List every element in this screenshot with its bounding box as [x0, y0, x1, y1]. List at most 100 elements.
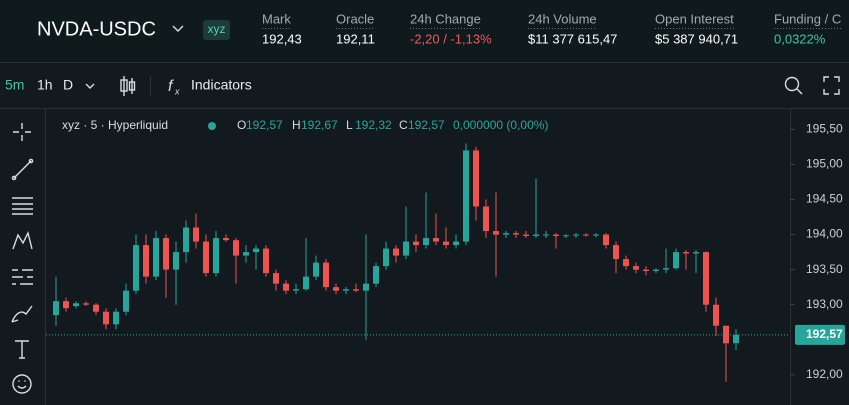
candle-body — [553, 234, 559, 236]
candle-body — [243, 252, 249, 256]
badge: xyz — [208, 22, 226, 36]
intervals: 5m 1h D — [5, 77, 73, 93]
candle-body — [523, 234, 529, 236]
candle-body — [343, 289, 349, 291]
stat-label: 24h Change — [410, 11, 481, 26]
candle-body — [693, 252, 699, 254]
candle-body — [683, 252, 689, 254]
stat-value: 192,11 — [336, 31, 375, 46]
candle-body — [183, 227, 189, 253]
candle-body — [193, 227, 199, 242]
stat-label: Oracle — [336, 11, 374, 26]
candle-body — [723, 325, 729, 344]
candle-body — [393, 248, 399, 256]
candle-type-icon[interactable] — [120, 76, 136, 96]
legend-o-label: O — [237, 118, 246, 132]
plot: 195,50 195,00 194,50 194,00 193,50 193,00 192,… — [46, 122, 845, 382]
candle-body — [713, 304, 719, 326]
candle-body — [473, 150, 479, 207]
y-tick-label: 193,00 — [806, 297, 843, 311]
brush-tool[interactable] — [11, 305, 33, 323]
candle-body — [593, 234, 599, 236]
candle-body — [253, 248, 259, 253]
candle-body — [573, 234, 579, 236]
badge-bg — [203, 20, 230, 40]
candle-body — [653, 269, 659, 272]
candle-body — [233, 240, 239, 256]
interval-button[interactable]: 1h — [37, 77, 53, 93]
trendline-tool[interactable] — [11, 158, 34, 181]
candle-body — [503, 233, 509, 235]
candle-body — [373, 266, 379, 284]
stat-value: 0,0322% — [774, 31, 826, 46]
candle-body — [63, 301, 69, 309]
indicators-button[interactable]: Indicators — [191, 77, 252, 93]
candle-body — [283, 283, 289, 291]
candle-body — [103, 311, 109, 325]
candle-body — [223, 238, 229, 241]
legend-status-dot — [208, 122, 216, 130]
stat-label: Open Interest — [655, 11, 734, 26]
stat-value: 192,43 — [262, 31, 302, 46]
interval-dropdown[interactable] — [85, 83, 95, 89]
candle-body — [363, 283, 369, 291]
candle-body — [203, 241, 209, 274]
candle-body — [703, 252, 709, 305]
zoom-icon[interactable] — [784, 76, 803, 95]
candle-body — [53, 301, 59, 316]
candle-body — [153, 238, 159, 277]
candle-body — [623, 259, 629, 267]
candle-body — [303, 276, 309, 290]
projection-tool[interactable] — [12, 269, 33, 285]
header-bg — [0, 0, 849, 62]
candle-body — [173, 252, 179, 270]
crosshair-tool[interactable] — [13, 123, 31, 141]
interval-button[interactable]: D — [63, 77, 73, 93]
legend-c-label: C — [399, 118, 408, 132]
legend-h-value: 192,67 — [301, 118, 338, 132]
legend-l-label: L — [346, 118, 353, 132]
pattern-tool[interactable] — [12, 230, 33, 250]
candle-body — [273, 273, 279, 284]
candle-body — [323, 262, 329, 288]
fx-icon[interactable]: f — [168, 78, 174, 95]
candle-body — [123, 290, 129, 312]
chart-legend: xyz · 5 · Hyperliquid O 192,57 H 192,67 L 192,… — [62, 118, 548, 132]
last-price-box — [795, 324, 845, 345]
candle-body — [493, 231, 499, 235]
stat-label: 24h Volume — [528, 11, 597, 26]
candle-body — [93, 304, 99, 312]
fx-icon-sub[interactable]: x — [174, 86, 180, 96]
candle-body — [113, 311, 119, 325]
candle-body — [633, 266, 639, 270]
legend-change: 0,000000 (0,00%) — [453, 118, 548, 132]
candle-body — [353, 289, 359, 291]
candle-body — [333, 287, 339, 291]
candle-body — [133, 245, 139, 291]
candle-body — [733, 334, 739, 344]
symbol[interactable]: NVDA-USDC — [37, 18, 156, 40]
candle-body — [483, 206, 489, 232]
candle-body — [613, 245, 619, 260]
candle-body — [313, 262, 319, 277]
candle-body — [563, 235, 569, 237]
symbol-dropdown[interactable] — [172, 25, 184, 32]
candle-body — [463, 150, 469, 242]
candle-body — [443, 241, 449, 246]
candle-body — [73, 303, 79, 307]
fullscreen-icon[interactable] — [823, 76, 840, 95]
text-tool[interactable] — [15, 340, 29, 359]
y-tick-label: 195,00 — [806, 157, 843, 171]
legend-l-value: 192,32 — [355, 118, 392, 132]
y-tick-label: 195,50 — [806, 122, 843, 136]
emoji-tool[interactable] — [12, 374, 32, 394]
y-tick-label: 193,50 — [806, 262, 843, 276]
fib-tool[interactable] — [12, 197, 33, 215]
interval-button[interactable]: 5m — [5, 77, 24, 93]
legend-source: xyz · 5 · Hyperliquid — [62, 118, 168, 132]
candle-body — [293, 289, 299, 291]
candle-body — [163, 238, 169, 270]
candle-body — [383, 248, 389, 267]
candle-body — [663, 268, 669, 270]
